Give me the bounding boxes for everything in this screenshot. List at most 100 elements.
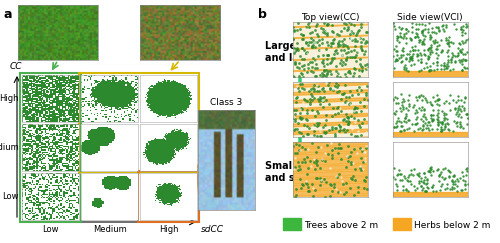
Point <box>338 53 346 57</box>
Point <box>396 56 404 60</box>
Point <box>390 177 398 181</box>
Point <box>436 97 444 101</box>
Point <box>402 112 410 116</box>
Point <box>331 146 339 149</box>
Point <box>290 48 298 52</box>
Point <box>436 120 444 124</box>
Point <box>420 66 428 70</box>
Point <box>340 118 347 122</box>
Point <box>406 57 414 61</box>
Point <box>419 127 427 130</box>
Point <box>458 68 466 72</box>
Point <box>454 189 462 193</box>
Point <box>352 44 360 48</box>
Point <box>418 179 426 183</box>
Point <box>423 185 431 189</box>
Point <box>344 46 352 50</box>
Point <box>460 180 468 183</box>
Point <box>445 175 453 179</box>
Point <box>346 114 354 118</box>
Point <box>295 61 303 65</box>
Point <box>318 125 326 129</box>
Point <box>340 117 348 121</box>
Point <box>290 129 298 132</box>
Point <box>312 62 320 66</box>
Point <box>328 87 336 91</box>
Point <box>422 189 430 193</box>
Point <box>312 150 320 154</box>
Point <box>292 61 300 65</box>
Point <box>426 113 434 117</box>
Point <box>437 63 445 67</box>
Point <box>434 119 442 122</box>
Point <box>297 186 305 190</box>
Point <box>311 74 319 78</box>
Point <box>457 27 465 31</box>
Point <box>421 23 429 27</box>
Point <box>298 46 306 50</box>
Point <box>350 28 358 32</box>
Point <box>350 193 358 197</box>
Point <box>429 118 437 122</box>
Point <box>399 46 407 50</box>
Point <box>414 27 422 31</box>
Point <box>442 122 450 126</box>
Point <box>412 95 420 99</box>
Point <box>342 191 350 194</box>
Point <box>320 68 328 72</box>
Point <box>400 32 408 36</box>
Point <box>398 124 406 128</box>
Point <box>300 160 308 164</box>
Point <box>456 176 464 180</box>
Point <box>356 100 364 104</box>
Point <box>346 101 354 104</box>
Point <box>332 29 340 33</box>
Point <box>426 65 434 69</box>
Point <box>458 33 466 37</box>
Point <box>340 192 348 196</box>
Point <box>462 96 469 100</box>
Point <box>344 100 351 104</box>
Point <box>328 148 336 152</box>
Point <box>440 101 448 105</box>
Point <box>337 109 345 113</box>
Point <box>361 41 369 45</box>
Point <box>319 53 327 57</box>
Point <box>391 95 399 99</box>
Point <box>427 173 435 177</box>
Point <box>445 40 453 44</box>
Point <box>338 97 345 101</box>
Point <box>453 110 461 114</box>
Point <box>428 30 436 34</box>
Point <box>310 123 318 127</box>
Point <box>397 129 405 133</box>
Point <box>412 121 420 125</box>
Point <box>412 22 420 26</box>
Point <box>440 61 448 65</box>
Point <box>334 71 342 75</box>
Point <box>325 128 333 131</box>
Point <box>398 49 406 53</box>
Point <box>452 124 460 128</box>
Point <box>448 179 456 182</box>
Point <box>396 172 404 176</box>
Point <box>444 127 452 131</box>
Point <box>435 28 443 32</box>
Point <box>300 147 308 151</box>
Point <box>322 180 330 184</box>
Point <box>318 87 326 91</box>
Point <box>464 182 471 186</box>
Point <box>458 188 466 191</box>
Point <box>458 30 466 34</box>
Point <box>356 88 364 92</box>
Point <box>346 102 354 106</box>
Point <box>449 98 457 102</box>
Point <box>328 58 336 62</box>
Point <box>316 176 324 180</box>
Point <box>408 55 416 59</box>
Point <box>463 66 471 69</box>
Point <box>446 187 454 191</box>
Point <box>394 58 402 61</box>
Point <box>456 188 464 192</box>
Point <box>298 72 306 76</box>
